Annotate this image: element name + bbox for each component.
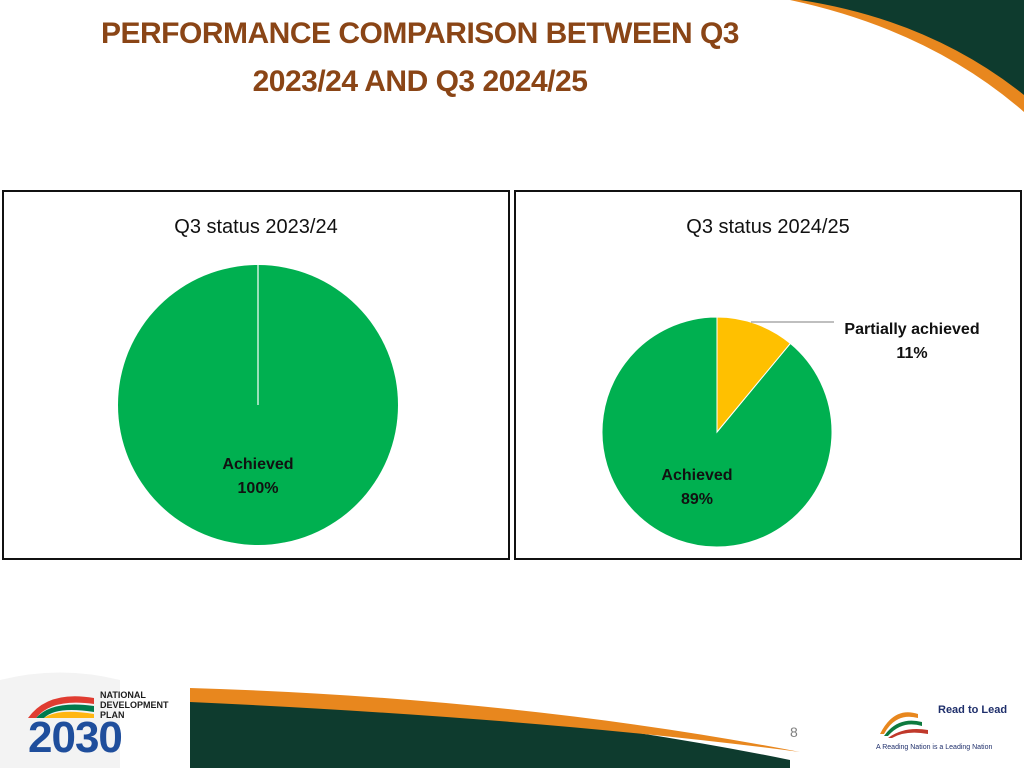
ndp-year: 2030 [28,713,123,762]
title-line-2: 2023/24 AND Q3 2024/25 [252,65,588,98]
chart-panel-2024-25: Q3 status 2024/25 Partially achieved 11% A… [514,190,1022,560]
chart-title-2024-25: Q3 status 2024/25 [686,216,850,238]
ndp-line-3: PLAN [100,710,125,720]
rtl-name: Read to Lead [938,704,1008,716]
slice-label-achieved: Achieved [661,467,732,484]
slice-value-achieved: 100% [238,480,279,497]
ndp-text: NATIONAL DEVELOPMENT PLAN [100,690,169,720]
page-number: 8 [790,724,798,740]
chart-title-2023-24: Q3 status 2023/24 [174,216,338,238]
bottom-decoration [0,672,800,768]
slice-value-partially-achieved: 11% [896,345,927,362]
pie-slice-partially-achieved [716,316,792,434]
slice-label-partially-achieved: Partially achieved [844,321,979,338]
pie-chart-2023-24: Achieved 100% [118,265,398,545]
chart-panel-2023-24: Q3 status 2023/24 Achieved 100% [2,190,510,560]
top-decoration [790,0,1024,112]
ndp-line-1: NATIONAL [100,690,146,700]
flag-icon [28,696,94,718]
slice-label-achieved: Achieved [222,456,293,473]
title-line-1: PERFORMANCE COMPARISON BETWEEN Q3 [101,17,739,50]
ndp-line-2: DEVELOPMENT [100,700,169,710]
pie-chart-2024-25: Partially achieved 11% Achieved 89% [601,316,980,548]
slice-value-achieved: 89% [681,491,713,508]
read-to-lead-logo: Read to Lead A Reading Nation is a Leadi… [876,700,1016,760]
page-title: PERFORMANCE COMPARISON BETWEEN Q3 2023/2… [40,10,800,106]
book-icon [880,712,928,738]
rtl-slogan: A Reading Nation is a Leading Nation [876,744,993,751]
ndp-2030-logo: NATIONAL DEVELOPMENT PLAN 2030 [28,690,188,760]
